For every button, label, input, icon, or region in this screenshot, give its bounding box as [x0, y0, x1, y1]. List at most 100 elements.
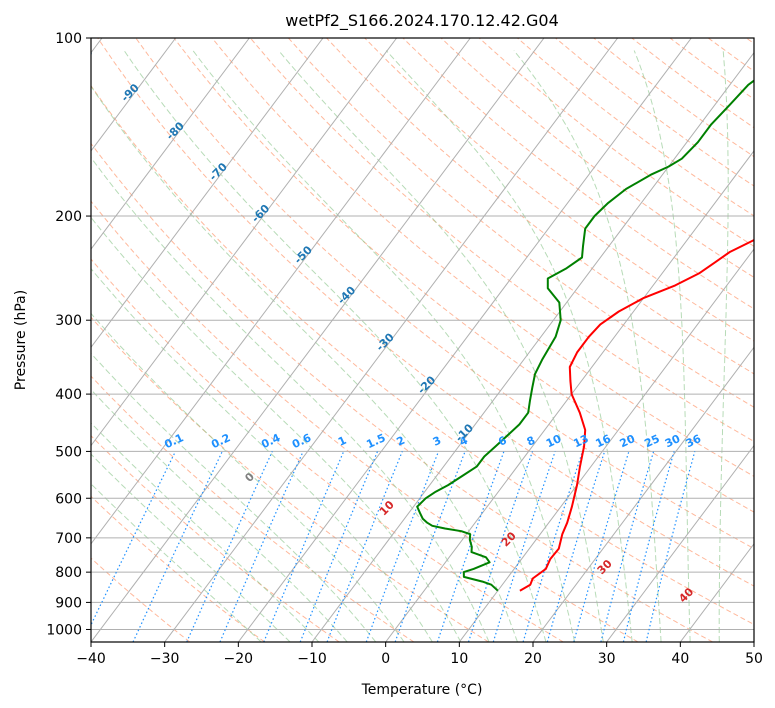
x-tick-label: 30 [598, 651, 616, 667]
dry-adiabat-line [555, 38, 754, 187]
x-tick-label: −10 [297, 651, 327, 667]
mixing-ratio-line [492, 451, 556, 642]
mixing-ratio-label: 36 [684, 432, 704, 450]
isotherm-line [164, 38, 619, 642]
moist-adiabat-line [91, 388, 348, 642]
dry-adiabat-line [91, 84, 754, 626]
dry-adiabat-line [746, 38, 754, 45]
dry-adiabat-line [91, 142, 713, 642]
temperature-profile [519, 238, 754, 592]
dry-adiabat-line [288, 38, 754, 408]
x-tick-label: 0 [381, 651, 390, 667]
x-tick-label: 50 [745, 651, 763, 667]
y-tick-label: 1000 [46, 622, 82, 638]
isotherm-label: -50 [292, 243, 315, 266]
x-tick-label: 20 [524, 651, 542, 667]
dry-adiabat-line [707, 38, 754, 72]
x-tick-label: 10 [450, 651, 468, 667]
moist-adiabat-line [633, 50, 691, 642]
mixing-ratio-label: 2 [395, 434, 407, 449]
isotherm-line [458, 248, 754, 642]
moist-adiabat-line [91, 483, 262, 642]
moist-adiabat-line [91, 156, 490, 642]
isotherm-line [753, 641, 754, 642]
isotherm-label: -20 [415, 373, 438, 396]
mixing-ratio-label: 10 [544, 432, 564, 450]
mixing-ratio-line [546, 451, 606, 642]
y-tick-label: 800 [55, 565, 82, 581]
isotherm-label: -40 [335, 284, 358, 307]
y-tick-label: 900 [55, 595, 82, 611]
isotherm-line [91, 38, 545, 642]
mixing-ratio-line [622, 451, 675, 642]
moist-adiabat-label: 10 [377, 498, 397, 518]
dry-adiabat-line [364, 38, 754, 342]
dry-adiabat-line [97, 38, 754, 587]
x-tick-label: 40 [671, 651, 689, 667]
mixing-ratio-label: 30 [663, 432, 683, 450]
isotherm-line [91, 38, 398, 447]
isotherm-line [606, 444, 754, 642]
moist-adiabat-line [513, 50, 662, 642]
mixing-ratio-line [326, 451, 403, 642]
dry-adiabat-line [326, 38, 754, 375]
mixing-ratio-label: 0.1 [162, 431, 185, 451]
x-axis-ticks: −40 −30 −20 −10 0 10 20 30 40 50 [76, 642, 763, 667]
dewpoint-profile [416, 79, 754, 592]
y-tick-label: 100 [55, 31, 82, 47]
dry-adiabat-line [249, 38, 754, 442]
mixing-ratio-line [600, 451, 655, 642]
moist-adiabat-line [91, 312, 405, 642]
mixing-ratio-label: 25 [642, 432, 661, 450]
x-tick-label: −30 [150, 651, 180, 667]
dry-adiabat-line [402, 38, 754, 310]
mixing-ratio-line [467, 451, 534, 642]
x-tick-label: −40 [76, 651, 106, 667]
mixing-ratio-label: 1 [336, 434, 348, 449]
plot-area: 0.1 0.2 0.4 0.6 1 1.5 2 3 4 6 8 10 13 16 20 25 30 36-100-… [91, 38, 754, 642]
isotherm-label: -60 [249, 202, 272, 225]
mixing-ratio-label: 3 [431, 434, 443, 449]
moist-adiabat-line [91, 422, 320, 642]
mixing-ratio-line [299, 451, 379, 642]
mixing-ratio-label: 16 [593, 432, 613, 450]
dry-adiabat-line [211, 38, 754, 477]
isotherm-label: -90 [119, 81, 142, 104]
mixing-ratio-line [132, 451, 223, 642]
moist-adiabat-line [91, 352, 377, 642]
y-tick-label: 600 [55, 491, 82, 507]
isotherm-line [237, 38, 692, 642]
mixing-ratio-line [186, 451, 273, 642]
dry-adiabat-line [91, 316, 489, 642]
x-tick-label: −20 [224, 651, 254, 667]
moist-adiabat-line [718, 50, 729, 642]
dry-adiabat-line [91, 200, 639, 642]
mixing-ratio-line [573, 451, 630, 642]
moist-adiabat-line [385, 50, 633, 642]
isotherm-line [91, 38, 177, 152]
mixing-ratio-lines [91, 451, 696, 642]
mixing-ratio-line [91, 451, 177, 627]
isotherm-label: -30 [374, 330, 397, 353]
isobars [91, 38, 754, 630]
y-axis-ticks: 100 200 300 400 500 600 700 800 900 1000 [46, 31, 91, 638]
mixing-ratio-line [394, 451, 466, 642]
mixing-ratio-line [522, 451, 584, 642]
mixing-ratio-line [219, 451, 304, 642]
moist-adiabat-line [91, 453, 291, 642]
mixing-ratio-line [263, 451, 345, 642]
dry-adiabat-line [478, 38, 754, 247]
mixing-ratio-label: 8 [525, 434, 537, 449]
isotherm-label: -80 [164, 119, 187, 142]
isotherm-line [532, 346, 754, 642]
mixing-ratio-label: 20 [618, 432, 638, 450]
y-tick-label: 700 [55, 531, 82, 547]
y-axis-title: Pressure (hPa) [13, 290, 29, 390]
chart-title: wetPf2_S166.2024.170.12.42.G04 [285, 11, 559, 31]
plot-frame [90, 37, 755, 643]
isotherm-label: -10 [453, 421, 476, 444]
isotherm-line [91, 38, 324, 349]
moist-adiabats [91, 50, 729, 642]
moist-adiabat-line [192, 50, 576, 642]
moist-adiabat-line [91, 267, 433, 642]
